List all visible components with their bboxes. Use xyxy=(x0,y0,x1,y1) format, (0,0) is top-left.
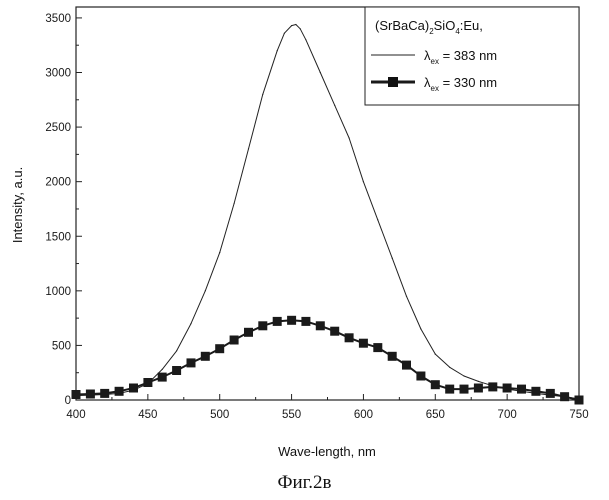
series-2-point xyxy=(517,385,526,394)
series-2-point xyxy=(86,390,95,399)
series-1-point xyxy=(420,328,421,329)
y-tick-label: 3000 xyxy=(45,68,71,80)
series-1-point xyxy=(334,105,335,106)
series-1-point xyxy=(248,148,249,149)
y-axis-title: Intensity, a.u. xyxy=(10,167,25,243)
x-tick-label: 450 xyxy=(138,409,157,421)
series-1-point xyxy=(300,28,301,29)
series-2-point xyxy=(100,389,109,398)
series-2-point xyxy=(373,343,382,352)
series-1-point xyxy=(406,296,407,297)
series-1-point xyxy=(205,290,206,291)
series-1-point xyxy=(284,33,285,34)
series-2-point xyxy=(244,328,253,337)
series-1-point xyxy=(162,369,163,370)
series-2-point xyxy=(201,352,210,361)
series-1-point xyxy=(392,258,393,259)
series-1-point xyxy=(305,39,306,40)
series-1-point xyxy=(234,203,235,204)
series-1-point xyxy=(363,181,364,182)
x-tick-label: 600 xyxy=(354,409,373,421)
series-1-point xyxy=(320,72,321,73)
series-1-point xyxy=(463,375,464,376)
series-2-point xyxy=(273,317,282,326)
legend: (SrBaCa)2SiO4:Eu, λex = 383 nm λex = 330… xyxy=(365,7,579,105)
series-2-point xyxy=(72,390,81,399)
x-tick-label: 500 xyxy=(210,409,229,421)
series-2-point xyxy=(129,384,138,393)
series-2-point xyxy=(316,321,325,330)
series-2-point xyxy=(431,380,440,389)
series-2-point xyxy=(560,392,569,401)
series-2-point xyxy=(115,387,124,396)
series-1-point xyxy=(176,350,177,351)
series-1-point xyxy=(435,354,436,355)
series-2-point xyxy=(575,396,584,405)
series-1-point xyxy=(349,137,350,138)
series-2-point xyxy=(488,382,497,391)
series-2-point xyxy=(330,327,339,336)
x-tick-label: 650 xyxy=(426,409,445,421)
series-2-point xyxy=(230,336,239,345)
series-2-point xyxy=(503,384,512,393)
series-1-point xyxy=(377,219,378,220)
y-tick-label: 2000 xyxy=(45,177,71,189)
series-1-point xyxy=(295,24,296,25)
y-tick-label: 1000 xyxy=(45,286,71,298)
series-1-point xyxy=(262,94,263,95)
y-tick-label: 2500 xyxy=(45,122,71,134)
series-2-point xyxy=(172,366,181,375)
figure-caption: Фиг.2в xyxy=(0,472,609,494)
series-2-point xyxy=(258,321,267,330)
series-2-point xyxy=(143,378,152,387)
series-2-point xyxy=(416,372,425,381)
x-tick-label: 400 xyxy=(66,409,85,421)
y-tick-label: 0 xyxy=(65,395,71,407)
series-1-point xyxy=(478,381,479,382)
series-2-point xyxy=(445,385,454,394)
series-1-point xyxy=(190,323,191,324)
legend-marker xyxy=(388,77,398,87)
x-axis-title: Wave-length, nm xyxy=(278,444,376,459)
series-2-point xyxy=(359,339,368,348)
series-2-point xyxy=(287,316,296,325)
x-tick-label: 700 xyxy=(498,409,517,421)
x-tick-label: 750 xyxy=(569,409,588,421)
y-tick-label: 500 xyxy=(52,340,71,352)
series-2-point xyxy=(301,317,310,326)
series-1-point xyxy=(277,50,278,51)
series-2-point xyxy=(460,385,469,394)
x-tick-label: 550 xyxy=(282,409,301,421)
series-2-point xyxy=(388,352,397,361)
series-2-point xyxy=(345,333,354,342)
series-2-point xyxy=(215,344,224,353)
series-2-point xyxy=(402,361,411,370)
series-1-point xyxy=(449,367,450,368)
y-tick-label: 1500 xyxy=(45,231,71,243)
series-2-point xyxy=(474,384,483,393)
series-2-point xyxy=(158,373,167,382)
series-2-point xyxy=(187,358,196,367)
series-1-point xyxy=(219,252,220,253)
series-1-point xyxy=(291,25,292,26)
series-2-point xyxy=(531,387,540,396)
series-2-point xyxy=(546,389,555,398)
y-tick-label: 3500 xyxy=(45,13,71,25)
